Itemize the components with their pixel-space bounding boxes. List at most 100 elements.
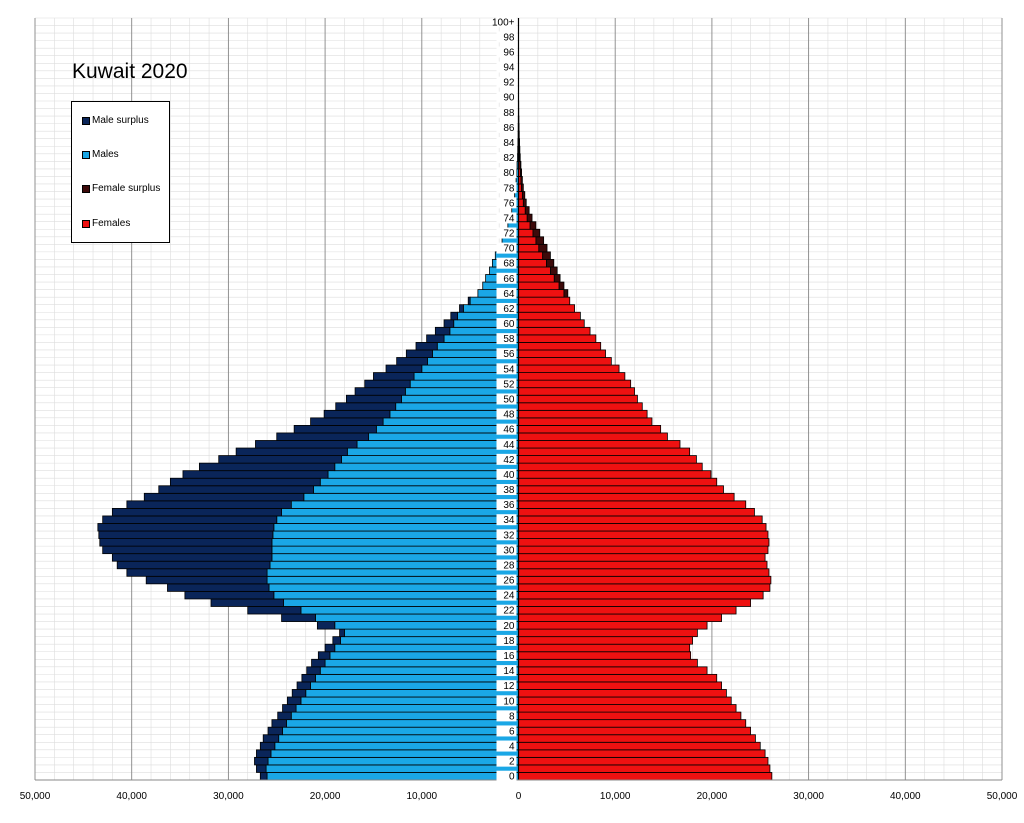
- bar-male-surplus: [262, 734, 280, 743]
- bar-females: [518, 311, 581, 321]
- y-tick-label: 30: [503, 545, 515, 556]
- bar-females: [518, 251, 544, 260]
- bar-male-surplus: [293, 425, 377, 434]
- bar-females: [518, 530, 769, 539]
- bar-females: [518, 538, 770, 547]
- bar-females: [518, 462, 703, 472]
- bar-male-surplus: [443, 319, 455, 328]
- bar-male-surplus: [255, 440, 358, 449]
- y-tick-label: 50: [503, 395, 515, 406]
- bar-females: [518, 296, 571, 306]
- y-tick-label: 70: [503, 244, 515, 255]
- y-tick-label-bg: [496, 619, 517, 631]
- bar-male-surplus: [311, 658, 326, 668]
- legend-item-female-surplus: Female surplus: [82, 183, 160, 194]
- bar-male-surplus: [296, 681, 311, 690]
- bar-male-surplus: [126, 568, 268, 577]
- bar-males: [278, 734, 519, 743]
- y-tick-label-bg: [496, 589, 517, 601]
- bar-male-surplus: [145, 575, 268, 585]
- bar-females: [518, 477, 718, 487]
- bar-female-surplus: [558, 281, 565, 291]
- bar-males: [319, 477, 519, 487]
- bar-male-surplus: [271, 719, 287, 728]
- legend-swatch-males: [82, 150, 90, 159]
- y-tick-label: 98: [503, 32, 515, 43]
- bar-females: [518, 598, 751, 607]
- y-tick-label: 22: [503, 606, 515, 617]
- y-tick-label: 38: [503, 485, 515, 496]
- y-tick-label: 58: [503, 334, 515, 345]
- y-tick-label-bg: [496, 212, 517, 224]
- y-tick-label: 66: [503, 274, 515, 285]
- bar-females: [518, 681, 722, 690]
- bar-males: [340, 636, 519, 645]
- y-tick-label-bg: [496, 167, 517, 179]
- y-tick-label-bg: [496, 740, 517, 752]
- x-tick-label: 10,000: [600, 791, 631, 802]
- bar-females: [518, 613, 722, 622]
- bar-female-surplus: [546, 259, 555, 268]
- y-tick-label-bg: [496, 136, 517, 148]
- y-tick-label-bg: [496, 363, 517, 375]
- y-tick-label: 40: [503, 470, 515, 481]
- y-tick-label: 0: [509, 772, 515, 783]
- x-tick-label: 0: [516, 791, 522, 802]
- y-tick-label-bg: [496, 31, 517, 43]
- bar-females: [518, 734, 756, 743]
- y-tick-label-bg: [496, 46, 517, 58]
- bar-male-surplus: [210, 598, 284, 607]
- y-tick-label: 72: [503, 229, 515, 240]
- bar-females: [518, 281, 560, 291]
- y-tick-label-bg: [496, 61, 517, 73]
- y-tick-label-bg: [496, 76, 517, 88]
- bar-male-surplus: [324, 643, 336, 653]
- legend-item-females: Females: [82, 218, 130, 229]
- x-tick-label: 40,000: [116, 791, 147, 802]
- bar-females: [518, 756, 769, 766]
- bar-male-surplus: [256, 764, 267, 773]
- y-tick-label-bg: [496, 484, 517, 496]
- bar-female-surplus: [542, 251, 551, 260]
- bar-females: [518, 379, 632, 389]
- bar-males: [283, 598, 519, 607]
- y-tick-label: 34: [503, 515, 515, 526]
- y-tick-label: 2: [509, 757, 515, 768]
- bar-male-surplus: [317, 651, 331, 660]
- y-tick-label-bg: [496, 393, 517, 405]
- y-tick-label-bg: [496, 227, 517, 239]
- y-tick-label: 48: [503, 410, 515, 421]
- bar-males: [315, 673, 519, 683]
- x-tick-label: 20,000: [697, 791, 728, 802]
- bar-male-surplus: [111, 553, 273, 562]
- y-tick-label: 28: [503, 560, 515, 571]
- bar-males: [344, 628, 519, 638]
- bar-male-surplus: [415, 342, 438, 351]
- y-tick-label-bg: [496, 770, 517, 782]
- y-tick-label: 86: [503, 123, 515, 134]
- bar-female-surplus: [550, 266, 558, 275]
- bar-male-surplus: [291, 689, 307, 698]
- y-tick-label: 80: [503, 168, 515, 179]
- bar-males: [281, 507, 519, 517]
- bar-male-surplus: [332, 636, 341, 645]
- bar-female-surplus: [526, 213, 533, 223]
- bar-males: [334, 643, 519, 653]
- bar-male-surplus: [335, 402, 397, 411]
- legend-label-female-surplus: Female surplus: [92, 183, 161, 194]
- y-tick-label-bg: [496, 121, 517, 133]
- bar-females: [518, 402, 643, 411]
- bar-male-surplus: [339, 628, 345, 638]
- bar-female-surplus: [520, 176, 523, 185]
- bar-females: [518, 704, 737, 713]
- bar-females: [518, 409, 648, 419]
- bar-females: [518, 394, 638, 404]
- y-tick-label: 52: [503, 379, 515, 390]
- y-tick-label: 18: [503, 636, 515, 647]
- bar-males: [274, 741, 519, 751]
- y-tick-label-bg: [496, 453, 517, 465]
- bar-males: [271, 553, 519, 562]
- bar-female-surplus: [532, 228, 541, 238]
- bar-male-surplus: [364, 379, 411, 389]
- x-tick-label: 10,000: [407, 791, 438, 802]
